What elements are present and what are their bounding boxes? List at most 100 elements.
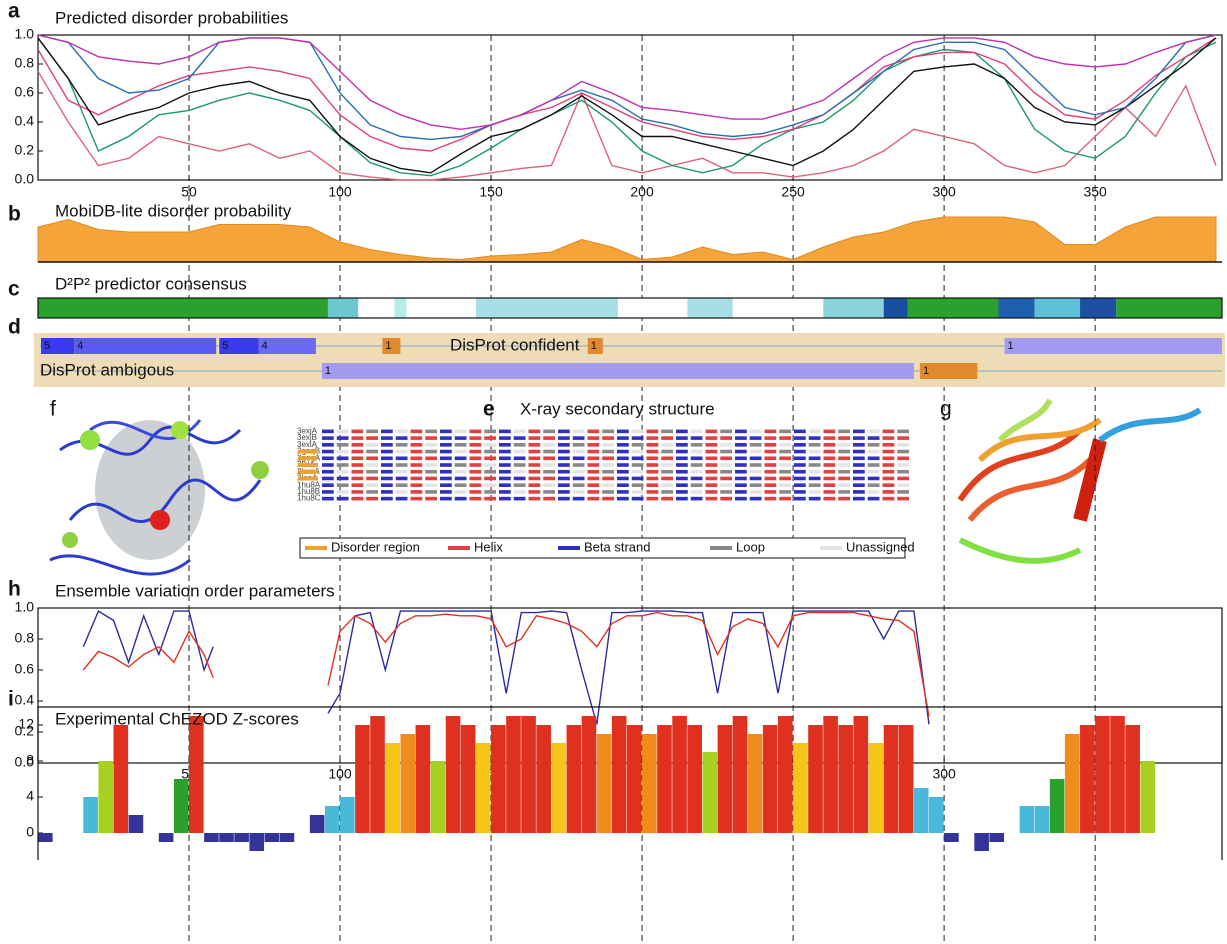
- disprot-region: [1005, 338, 1222, 354]
- ss-block: [588, 436, 600, 440]
- consensus-segment: [1035, 298, 1080, 318]
- ss-block: [647, 450, 659, 454]
- ss-block: [632, 483, 644, 487]
- ss-block: [543, 436, 555, 440]
- ss-block: [588, 443, 600, 447]
- ss-block: [470, 430, 482, 434]
- ss-block: [602, 430, 614, 434]
- ss-block: [691, 450, 703, 454]
- ss-block: [440, 470, 452, 474]
- ss-block: [543, 443, 555, 447]
- ss-block: [838, 436, 850, 440]
- region-label: 1: [1008, 340, 1014, 352]
- ss-block: [897, 463, 909, 467]
- ss-block: [750, 477, 762, 481]
- ss-block: [455, 490, 467, 494]
- x-tick-label: 300: [932, 766, 956, 782]
- ss-block: [588, 450, 600, 454]
- structure-render-f: [50, 420, 269, 574]
- ss-block: [647, 430, 659, 434]
- ss-block: [588, 463, 600, 467]
- ss-block: [484, 490, 496, 494]
- y-tick-label: 0.4: [15, 113, 35, 129]
- region-label: 1: [591, 340, 597, 352]
- ss-block: [514, 483, 526, 487]
- ss-block: [794, 490, 806, 494]
- bar: [657, 725, 672, 833]
- ss-block: [676, 450, 688, 454]
- bar: [310, 815, 325, 833]
- ss-block: [853, 436, 865, 440]
- ss-block: [809, 470, 821, 474]
- ss-block: [337, 483, 349, 487]
- ss-block: [897, 477, 909, 481]
- ss-block: [425, 456, 437, 460]
- ss-block: [809, 456, 821, 460]
- ss-block: [440, 497, 452, 501]
- bar: [1065, 734, 1080, 833]
- x-tick-label: 250: [781, 184, 805, 200]
- ss-block: [765, 436, 777, 440]
- ss-block: [440, 430, 452, 434]
- ss-block: [883, 470, 895, 474]
- ss-block: [661, 430, 673, 434]
- ss-block: [868, 456, 880, 460]
- ss-block: [602, 477, 614, 481]
- ss-block: [543, 483, 555, 487]
- ss-block: [352, 497, 364, 501]
- consensus-segment: [687, 298, 732, 318]
- consensus-segment: [823, 298, 883, 318]
- ss-block: [455, 436, 467, 440]
- ss-block: [735, 430, 747, 434]
- ss-block: [499, 430, 511, 434]
- ss-block: [366, 463, 378, 467]
- ss-block: [484, 443, 496, 447]
- ss-block: [661, 456, 673, 460]
- ss-block: [558, 436, 570, 440]
- ss-block: [617, 450, 629, 454]
- ss-block: [735, 470, 747, 474]
- ss-block: [322, 456, 334, 460]
- ss-block: [632, 430, 644, 434]
- ss-block: [735, 450, 747, 454]
- ss-block: [883, 477, 895, 481]
- ss-block: [809, 477, 821, 481]
- legend-label: Loop: [736, 539, 765, 554]
- x-tick-label: 150: [479, 184, 503, 200]
- ss-block: [809, 490, 821, 494]
- ss-block: [322, 436, 334, 440]
- y-tick-label: 0.0: [15, 171, 35, 187]
- ss-block: [706, 497, 718, 501]
- ss-block: [706, 470, 718, 474]
- ss-block: [425, 497, 437, 501]
- ss-block: [824, 483, 836, 487]
- ss-block: [425, 470, 437, 474]
- bar: [1035, 806, 1050, 833]
- legend-label: Helix: [474, 539, 503, 554]
- bar: [612, 716, 627, 833]
- ss-block: [706, 450, 718, 454]
- ss-block: [779, 483, 791, 487]
- figure: 0.00.20.40.60.81.050100150200250300350aP…: [0, 0, 1227, 944]
- ss-block: [543, 497, 555, 501]
- panel-letter: h: [8, 578, 21, 601]
- ss-block: [720, 456, 732, 460]
- ss-block: [838, 456, 850, 460]
- ss-block: [676, 430, 688, 434]
- ss-block: [337, 430, 349, 434]
- ss-block: [735, 463, 747, 467]
- ss-block: [499, 463, 511, 467]
- y-tick-label: 12: [18, 716, 34, 732]
- ss-block: [883, 483, 895, 487]
- ss-block: [735, 456, 747, 460]
- ss-block: [809, 443, 821, 447]
- ss-block: [425, 450, 437, 454]
- bar: [823, 716, 838, 833]
- bar: [582, 716, 597, 833]
- ss-block: [720, 477, 732, 481]
- ss-block: [529, 450, 541, 454]
- ss-block: [750, 450, 762, 454]
- ss-block: [425, 463, 437, 467]
- ss-block: [794, 463, 806, 467]
- ss-block: [676, 463, 688, 467]
